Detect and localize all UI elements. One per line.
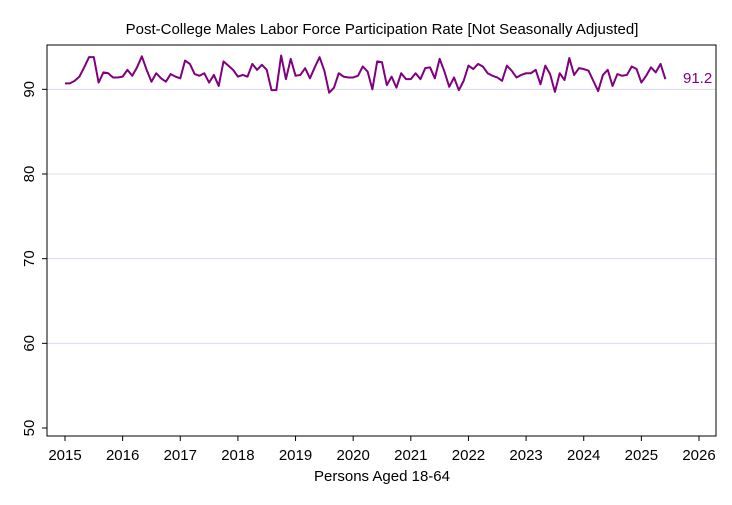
x-tick-label: 2021 bbox=[394, 447, 427, 464]
x-tick-label: 2026 bbox=[682, 447, 715, 464]
x-tick-label: 2017 bbox=[164, 447, 197, 464]
plot-frame bbox=[46, 44, 717, 437]
grid-lines bbox=[47, 88, 716, 344]
x-axis-label: Persons Aged 18-64 bbox=[314, 468, 450, 485]
x-tick-label: 2022 bbox=[452, 447, 485, 464]
x-tick-label: 2018 bbox=[221, 447, 254, 464]
y-tick-label: 90 bbox=[21, 81, 38, 98]
x-tick-label: 2023 bbox=[509, 447, 542, 464]
x-tick-label: 2015 bbox=[48, 447, 81, 464]
series-line bbox=[65, 54, 667, 94]
x-tick-label: 2025 bbox=[625, 447, 658, 464]
x-tick-label: 2024 bbox=[567, 447, 600, 464]
end-value-label: 91.2 bbox=[683, 70, 712, 87]
series-layer bbox=[65, 54, 667, 94]
x-tick-label: 2019 bbox=[279, 447, 312, 464]
x-tick-label: 2020 bbox=[336, 447, 369, 464]
y-tick-label: 70 bbox=[21, 250, 38, 267]
y-tick-label: 60 bbox=[21, 335, 38, 352]
axes: 50 60 70 80 90 2015 2016 2017 2018 2019 2020 2021 20… bbox=[21, 44, 717, 464]
y-tick-label: 80 bbox=[21, 166, 38, 183]
x-tick-label: 2016 bbox=[106, 447, 139, 464]
y-tick-label: 50 bbox=[21, 420, 38, 437]
chart-title: Post-College Males Labor Force Participa… bbox=[126, 21, 639, 38]
